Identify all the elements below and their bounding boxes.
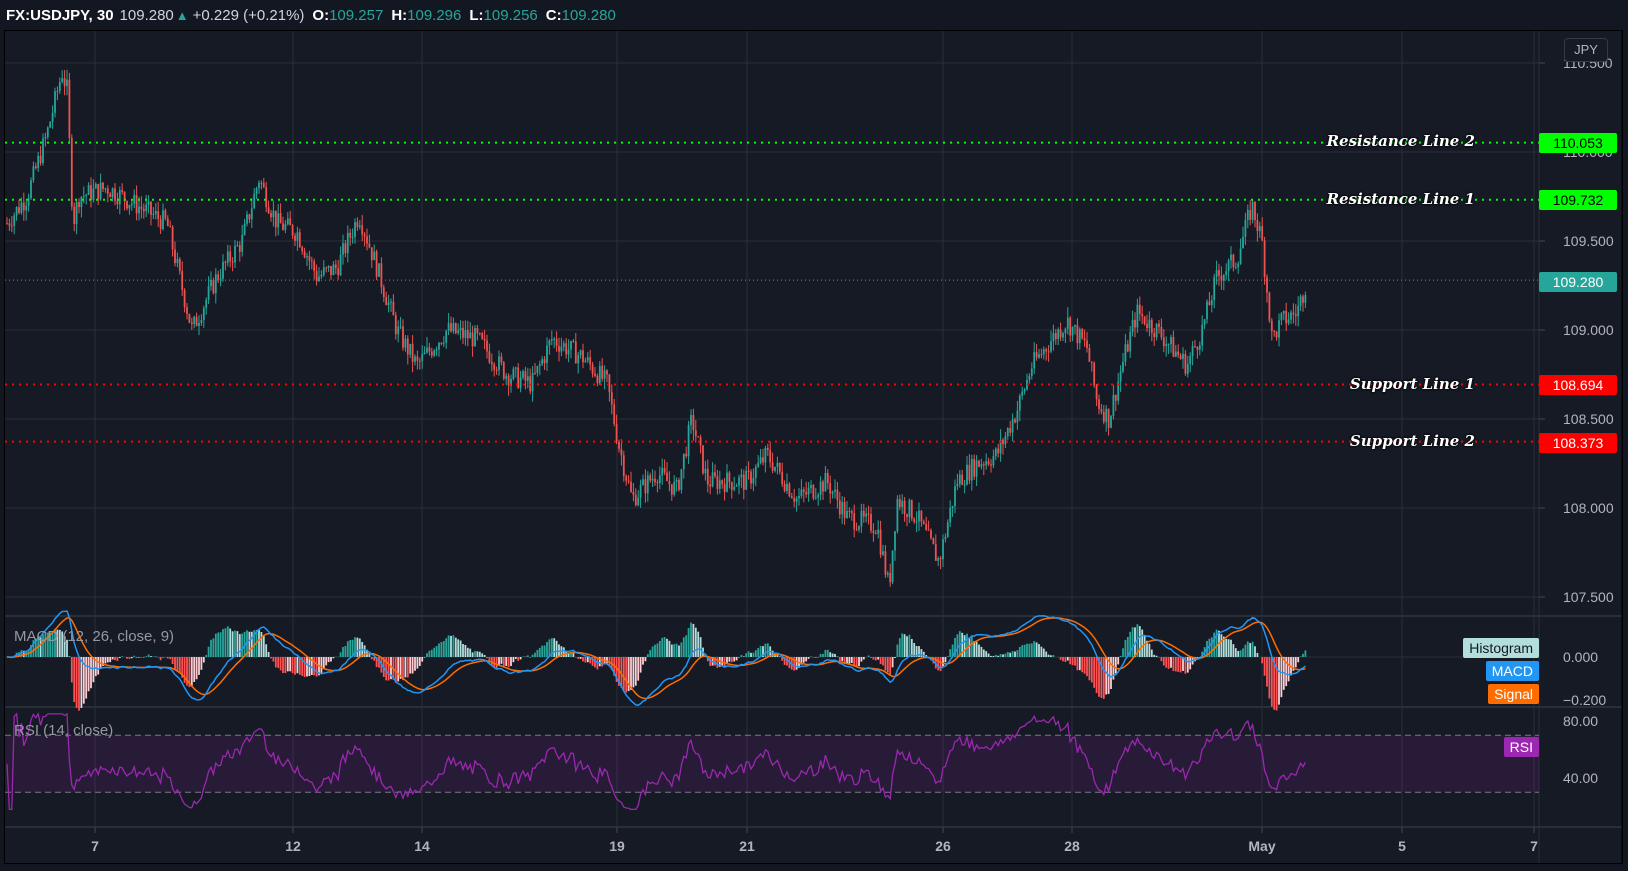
svg-text:May: May bbox=[1248, 838, 1275, 854]
resistance-1-label: Resistance Line 1 bbox=[1326, 190, 1475, 208]
currency-badge[interactable]: JPY bbox=[1564, 38, 1608, 62]
support-1-price-tag: 108.694 bbox=[1539, 375, 1617, 395]
high-label: H: bbox=[391, 6, 408, 24]
svg-text:7: 7 bbox=[1530, 838, 1538, 854]
svg-text:−0.200: −0.200 bbox=[1563, 692, 1606, 708]
last-price: 109.280 bbox=[119, 6, 174, 24]
svg-text:107.500: 107.500 bbox=[1563, 589, 1614, 605]
svg-text:28: 28 bbox=[1064, 838, 1080, 854]
rsi-label: RSI bbox=[1503, 737, 1539, 757]
high-value: 109.296 bbox=[407, 6, 462, 24]
resistance-1-price-tag: 109.732 bbox=[1539, 190, 1617, 210]
svg-text:109.500: 109.500 bbox=[1563, 233, 1614, 249]
svg-text:80.00: 80.00 bbox=[1563, 713, 1598, 729]
support-1-label: Support Line 1 bbox=[1349, 375, 1475, 393]
svg-text:14: 14 bbox=[414, 838, 430, 854]
price-change: +0.229 (+0.21%) bbox=[192, 6, 305, 24]
svg-text:108.500: 108.500 bbox=[1563, 411, 1614, 427]
svg-text:19: 19 bbox=[609, 838, 625, 854]
current-price-tag: 109.280 bbox=[1539, 272, 1617, 292]
symbol-header: FX:USDJPY, 30 109.280 ▲ +0.229 (+0.21%) … bbox=[0, 0, 1628, 30]
up-triangle-icon: ▲ bbox=[175, 7, 189, 23]
support-2-label: Support Line 2 bbox=[1349, 432, 1475, 450]
svg-text:108.000: 108.000 bbox=[1563, 500, 1614, 516]
candles bbox=[6, 69, 1307, 587]
low-label: L: bbox=[469, 6, 484, 24]
macd-line bbox=[6, 610, 1306, 707]
svg-text:40.00: 40.00 bbox=[1563, 770, 1598, 786]
rsi-line bbox=[6, 712, 1306, 810]
close-value: 109.280 bbox=[561, 6, 616, 24]
svg-text:0.000: 0.000 bbox=[1563, 649, 1598, 665]
svg-text:5: 5 bbox=[1398, 838, 1406, 854]
resistance-2-price-tag: 110.053 bbox=[1539, 133, 1617, 153]
low-value: 109.256 bbox=[483, 6, 538, 24]
resistance-2-label: Resistance Line 2 bbox=[1326, 132, 1475, 150]
histogram-label: Histogram bbox=[1463, 638, 1539, 658]
close-label: C: bbox=[545, 6, 562, 24]
macd-legend[interactable]: MACD (12, 26, close, 9) bbox=[14, 628, 175, 645]
svg-text:7: 7 bbox=[91, 838, 99, 854]
svg-text:26: 26 bbox=[935, 838, 951, 854]
macd-histogram bbox=[8, 622, 1307, 711]
open-label: O: bbox=[312, 6, 330, 24]
macd-label: MACD bbox=[1485, 661, 1539, 681]
rsi-legend[interactable]: RSI (14, close) bbox=[14, 722, 114, 739]
support-2-price-tag: 108.373 bbox=[1539, 433, 1617, 453]
signal-label: Signal bbox=[1488, 684, 1539, 704]
open-value: 109.257 bbox=[329, 6, 384, 24]
symbol-title[interactable]: FX:USDJPY, 30 bbox=[6, 6, 114, 24]
svg-text:109.000: 109.000 bbox=[1563, 322, 1614, 338]
signal-line bbox=[6, 617, 1306, 700]
svg-text:12: 12 bbox=[285, 838, 301, 854]
svg-text:21: 21 bbox=[739, 838, 755, 854]
